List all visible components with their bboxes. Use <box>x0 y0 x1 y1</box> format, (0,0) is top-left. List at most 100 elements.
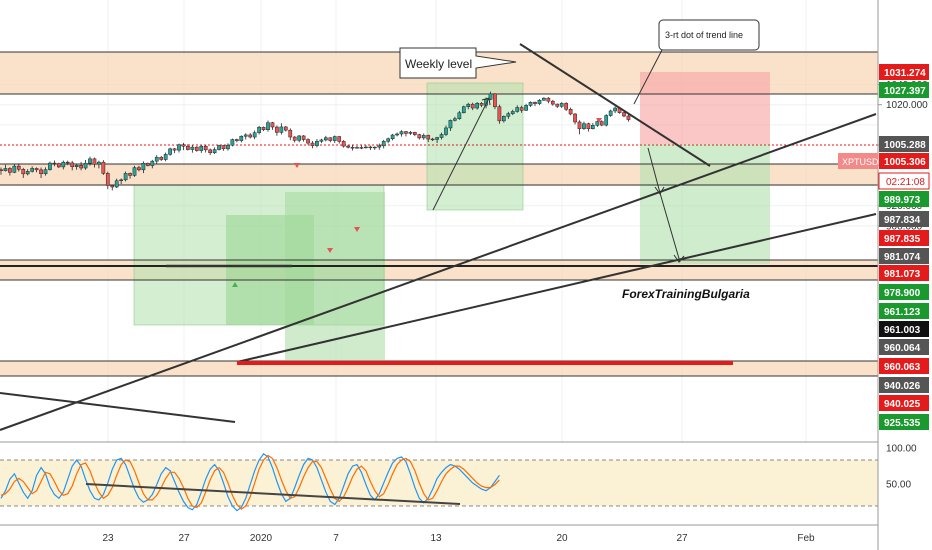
candle-body-26 <box>110 185 115 188</box>
candle-body-5 <box>16 165 21 170</box>
candle-body-138 <box>608 110 613 116</box>
candle-104 <box>457 110 462 120</box>
candle-body-72 <box>315 141 319 146</box>
candle-125 <box>550 99 555 106</box>
date-label-7: Feb <box>797 533 815 544</box>
price-label-text-15: 940.025 <box>884 399 921 410</box>
price-label-box-15 <box>879 395 929 411</box>
candle-body-115 <box>506 113 511 117</box>
candle-71 <box>310 141 315 149</box>
candle-49 <box>212 147 217 154</box>
symbol-text: XPTUSD <box>842 157 879 167</box>
candle-body-90 <box>395 133 399 136</box>
candle-82 <box>359 145 364 150</box>
candle-96 <box>421 133 426 140</box>
candle-body-17 <box>70 162 75 167</box>
candle-78 <box>341 140 346 148</box>
price-label-text-2: 1005.288 <box>884 140 926 151</box>
oscillator-level-0: 100.00 <box>886 444 917 455</box>
candle-body-59 <box>257 126 261 133</box>
candle-47 <box>203 144 208 153</box>
candle-128 <box>564 102 568 112</box>
candle-body-8 <box>30 168 34 172</box>
candle-11 <box>43 167 48 176</box>
candle-body-134 <box>591 125 595 129</box>
candle-body-127 <box>559 103 564 107</box>
candle-body-29 <box>123 173 128 181</box>
candle-body-101 <box>444 127 448 135</box>
candle-body-68 <box>297 135 301 141</box>
candle-body-78 <box>341 141 346 147</box>
candle-body-123 <box>542 97 546 101</box>
candle-body-107 <box>470 103 475 109</box>
price-label-10: 961.123 <box>879 303 929 319</box>
price-label-box-9 <box>879 284 929 300</box>
candle-body-30 <box>128 173 132 176</box>
candle-body-46 <box>199 145 204 151</box>
candle-51 <box>221 145 226 151</box>
date-label-3: 7 <box>333 533 339 544</box>
candle-108 <box>475 101 479 110</box>
price-label-11: 961.003 <box>879 321 929 337</box>
candle-73 <box>319 138 324 144</box>
candle-body-139 <box>613 107 617 112</box>
candle-body-9 <box>34 168 39 171</box>
candle-52 <box>226 143 230 151</box>
candle-body-80 <box>350 146 355 149</box>
candle-114 <box>502 115 506 123</box>
candle-body-116 <box>510 111 515 114</box>
candle-body-95 <box>417 134 422 139</box>
candle-81 <box>355 145 359 149</box>
candle-body-74 <box>324 137 328 141</box>
oscillator-axis: 100.00 50.00 <box>886 444 917 491</box>
price-label-8: 981.073 <box>879 265 929 281</box>
candle-57 <box>248 133 253 139</box>
candle-body-129 <box>568 108 573 115</box>
candle-body-3 <box>8 168 12 173</box>
descending-trend-line <box>519 43 711 167</box>
candle-107 <box>470 102 475 111</box>
candle-body-37 <box>159 157 164 160</box>
date-label-1: 27 <box>178 533 190 544</box>
candle-body-2 <box>3 168 8 172</box>
candle-62 <box>270 121 275 130</box>
candle-98 <box>430 137 435 142</box>
candle-body-33 <box>141 163 146 171</box>
candle-body-27 <box>114 180 119 188</box>
candle-75 <box>328 137 333 143</box>
price-label-9: 978.900 <box>879 284 929 300</box>
date-axis[interactable]: 23 27 2020 7 13 20 27 Feb <box>102 533 815 544</box>
candle-18 <box>74 163 79 170</box>
candle-74 <box>324 135 328 142</box>
candle-54 <box>235 138 239 143</box>
candle-body-23 <box>97 161 101 165</box>
candle-body-45 <box>194 146 199 151</box>
candle-body-76 <box>332 136 337 141</box>
candle-45 <box>194 146 199 152</box>
candle-111 <box>488 91 493 101</box>
candle-body-100 <box>439 134 444 138</box>
candle-body-94 <box>413 132 417 135</box>
candle-20 <box>83 160 88 170</box>
candle-33 <box>141 161 146 174</box>
candle-56 <box>243 133 248 140</box>
candle-body-119 <box>524 105 528 111</box>
candle-body-54 <box>235 139 239 141</box>
candle-60 <box>261 126 266 132</box>
candle-body-142 <box>626 115 631 120</box>
date-label-6: 27 <box>676 533 688 544</box>
candle-120 <box>528 101 533 108</box>
candle-35 <box>150 159 155 169</box>
oscillator-divergence-line <box>85 483 461 505</box>
support-trend-line-lower <box>236 213 877 363</box>
candle-48 <box>208 148 213 156</box>
candle-102 <box>448 119 453 131</box>
candle-body-93 <box>408 132 413 134</box>
candle-body-48 <box>208 149 213 154</box>
candle-body-132 <box>582 123 586 129</box>
candle-113 <box>497 104 502 124</box>
candle-44 <box>190 145 195 153</box>
candle-40 <box>172 148 177 154</box>
candle-36 <box>154 155 159 165</box>
